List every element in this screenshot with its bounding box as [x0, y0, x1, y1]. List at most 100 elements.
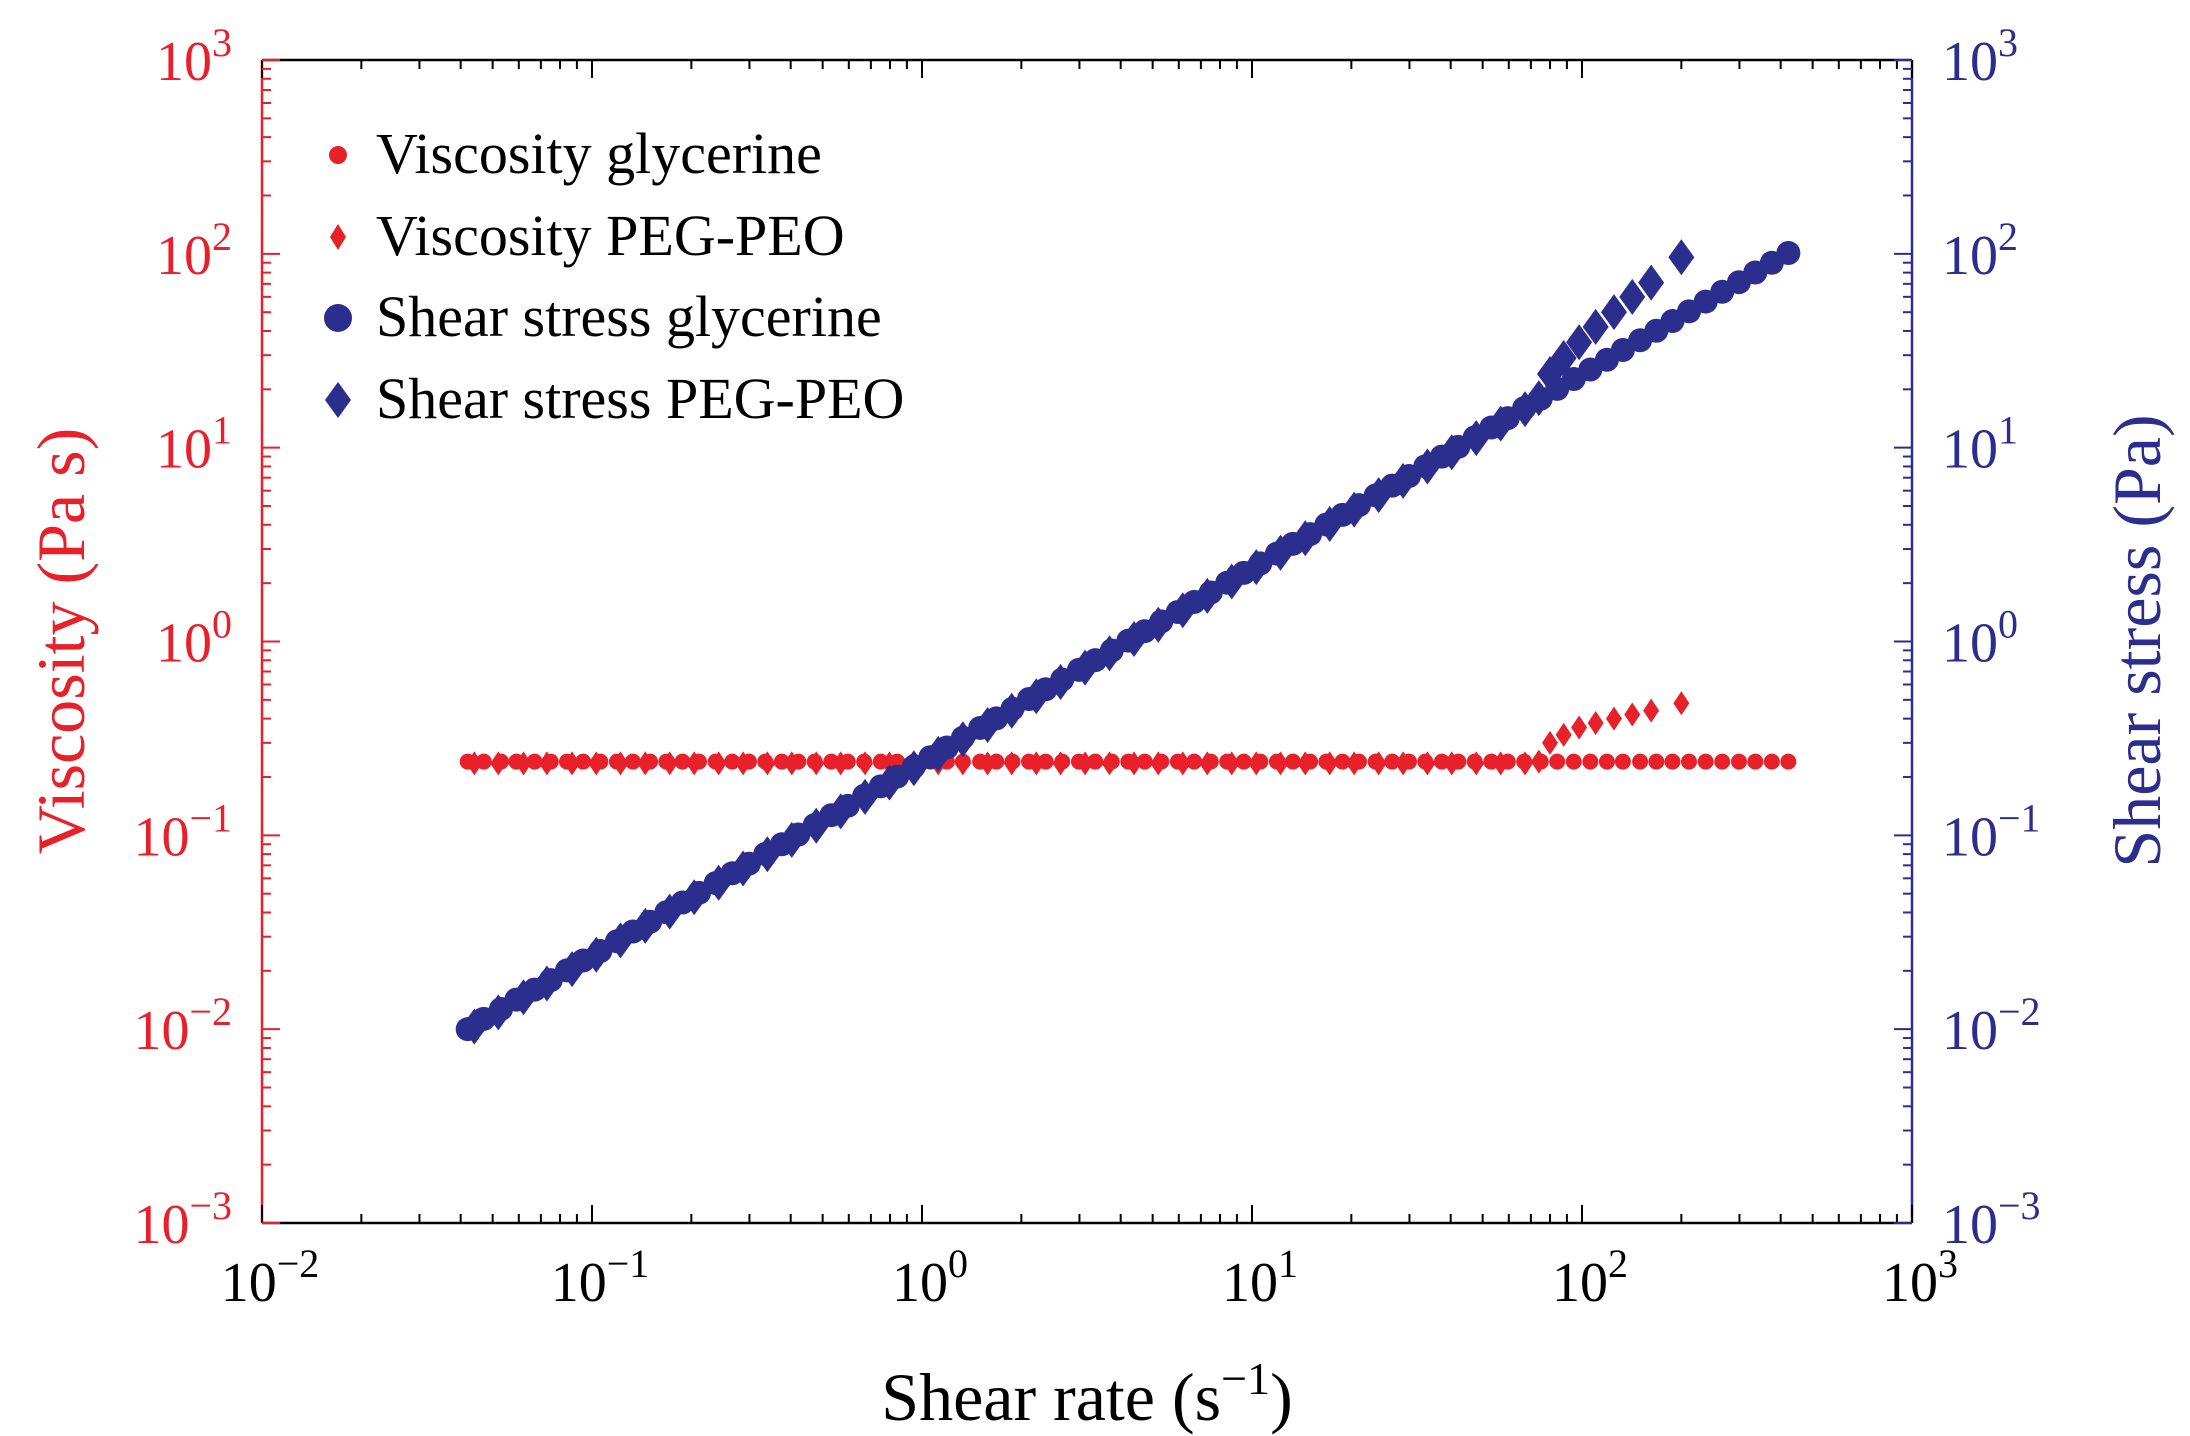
point-shear-stress-peg-peo [1267, 534, 1294, 571]
point-shear-stress-peg-peo [730, 850, 757, 887]
point-viscosity-glycerine [1632, 753, 1649, 770]
point-shear-stress-peg-peo [1243, 549, 1270, 586]
point-shear-stress-peg-peo [900, 750, 927, 787]
y-tick-label-left: 10−2 [133, 989, 232, 1062]
point-viscosity-peg-peo [710, 751, 727, 776]
point-shear-stress-peg-peo [510, 979, 537, 1016]
point-shear-stress-peg-peo [1218, 563, 1245, 600]
y-tick-label-right: 10−2 [1942, 989, 2041, 1062]
point-shear-stress-peg-peo [1365, 477, 1392, 514]
point-shear-stress-peg-peo [485, 994, 512, 1031]
point-viscosity-peg-peo [1624, 702, 1641, 727]
point-viscosity-peg-peo [1555, 722, 1572, 747]
point-shear-stress-peg-peo [1463, 420, 1490, 457]
legend-marker-viscosity-glycerine [329, 146, 347, 164]
point-viscosity-peg-peo [637, 751, 654, 776]
point-viscosity-glycerine [1664, 753, 1681, 770]
point-viscosity-glycerine [1136, 753, 1153, 770]
point-shear-stress-peg-peo [1292, 520, 1319, 557]
point-viscosity-peg-peo [1297, 751, 1314, 776]
plot-area [262, 60, 1912, 1223]
point-shear-stress-peg-peo [1047, 664, 1074, 701]
legend-marker-stress-peg-peo [325, 382, 351, 418]
point-shear-stress-peg-peo [852, 778, 879, 815]
point-shear-stress-peg-peo [1619, 278, 1646, 315]
point-viscosity-peg-peo [1199, 751, 1216, 776]
point-shear-stress-peg-peo [632, 907, 659, 944]
point-viscosity-peg-peo [1605, 706, 1622, 731]
point-shear-stress-peg-peo [607, 922, 634, 959]
point-viscosity-peg-peo [1468, 751, 1485, 776]
point-shear-stress-peg-peo [656, 893, 683, 930]
point-viscosity-peg-peo [857, 751, 874, 776]
point-shear-stress-peg-peo [754, 836, 781, 873]
x-axis-title: Shear rate (s−1) [881, 1353, 1292, 1435]
point-shear-stress-peg-peo [1487, 405, 1514, 442]
point-viscosity-peg-peo [1517, 751, 1534, 776]
legend-marker-stress-glycerine [324, 304, 352, 332]
point-shear-stress-peg-peo [705, 864, 732, 901]
point-viscosity-glycerine [1681, 753, 1698, 770]
point-shear-stress-peg-peo [1316, 505, 1343, 542]
point-shear-stress-peg-peo [461, 1008, 488, 1045]
point-viscosity-peg-peo [1150, 751, 1167, 776]
point-shear-stress-peg-peo [559, 951, 586, 988]
point-viscosity-peg-peo [1492, 751, 1509, 776]
point-shear-stress-peg-peo [1194, 577, 1221, 614]
point-viscosity-glycerine [1235, 753, 1252, 770]
y-tick-label-left: 10−1 [133, 795, 232, 868]
x-tick-label: 103 [1882, 1241, 1958, 1314]
point-viscosity-peg-peo [1174, 751, 1191, 776]
point-shear-stress-peg-peo [949, 721, 976, 758]
point-shear-stress-peg-peo [1668, 239, 1695, 276]
point-viscosity-glycerine [526, 753, 543, 770]
point-shear-stress-peg-peo [1121, 621, 1148, 658]
point-viscosity-glycerine [1334, 753, 1351, 770]
point-viscosity-peg-peo [783, 751, 800, 776]
point-viscosity-peg-peo [1248, 751, 1265, 776]
point-viscosity-peg-peo [1003, 751, 1020, 776]
y-tick-label-left: 102 [156, 214, 232, 287]
tick-labels: 10−2 10−1 100 101 102 10310−310−210−110010110… [133, 20, 2040, 1314]
point-viscosity-glycerine [1763, 753, 1780, 770]
point-viscosity-peg-peo [808, 751, 825, 776]
y-tick-label-left: 100 [156, 602, 232, 675]
point-shear-stress-peg-peo [925, 735, 952, 772]
point-viscosity-peg-peo [1346, 751, 1363, 776]
point-shear-stress-peg-peo [681, 879, 708, 916]
y-tick-label-left: 101 [156, 408, 232, 481]
point-viscosity-glycerine [1714, 753, 1731, 770]
y-axis-right-title: Shear stress (Pa) [2099, 414, 2175, 867]
point-shear-stress-peg-peo [1582, 308, 1609, 345]
point-viscosity-peg-peo [1587, 710, 1604, 735]
point-viscosity-peg-peo [979, 751, 996, 776]
point-viscosity-peg-peo [1126, 751, 1143, 776]
point-viscosity-glycerine [1648, 753, 1665, 770]
point-viscosity-peg-peo [1643, 698, 1660, 723]
point-shear-stress-peg-peo [1525, 380, 1552, 417]
point-viscosity-peg-peo [515, 751, 532, 776]
point-shear-stress-peg-peo [1023, 678, 1050, 715]
point-viscosity-peg-peo [954, 751, 971, 776]
x-tick-label: 10−2 [221, 1241, 320, 1314]
y-tick-label-right: 101 [1942, 408, 2018, 481]
point-viscosity-glycerine [674, 753, 691, 770]
point-viscosity-peg-peo [1419, 751, 1436, 776]
point-viscosity-glycerine [1730, 753, 1747, 770]
point-viscosity-peg-peo [1223, 751, 1240, 776]
point-shear-stress-peg-peo [827, 793, 854, 830]
point-viscosity-peg-peo [661, 751, 678, 776]
point-viscosity-peg-peo [1395, 751, 1412, 776]
point-shear-stress-peg-peo [803, 807, 830, 844]
point-shear-stress-peg-peo [533, 965, 560, 1002]
point-viscosity-peg-peo [832, 751, 849, 776]
point-shear-stress-peg-peo [1550, 340, 1577, 377]
point-shear-stress-peg-peo [1072, 649, 1099, 686]
legend-label-stress-glycerine: Shear stress glycerine [376, 284, 882, 349]
point-viscosity-peg-peo [1028, 751, 1045, 776]
y-axis-left-title: Viscosity (Pa s) [23, 428, 99, 855]
legend: Viscosity glycerine Viscosity PEG-PEO Sh… [324, 121, 904, 431]
point-viscosity-peg-peo [1077, 751, 1094, 776]
point-viscosity-glycerine [1747, 753, 1764, 770]
